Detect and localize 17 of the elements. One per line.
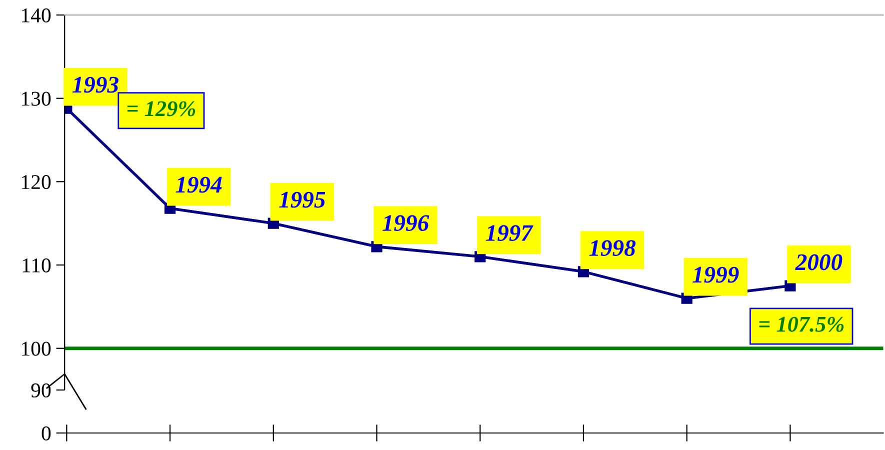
y-tick-label: 140 xyxy=(22,8,51,22)
x-tick-label: 1998 xyxy=(589,240,636,256)
x-tick-label: 1999 xyxy=(692,266,739,283)
y-tick-label: 110 xyxy=(22,258,51,272)
y-tick-label: 90 xyxy=(31,383,51,398)
x-tick-label: 1993 xyxy=(72,76,118,93)
annotation: = 129% xyxy=(127,101,196,116)
x-tick-label: 1995 xyxy=(279,192,326,208)
y-tick-label: 100 xyxy=(22,342,51,356)
x-tick-label: 1997 xyxy=(486,225,534,242)
y-tick-label: 0 xyxy=(42,426,51,440)
x-tick-label: 2000 xyxy=(795,254,842,270)
annotation: = 107.5% xyxy=(759,316,844,332)
x-tick-label: 1996 xyxy=(382,215,430,232)
x-tick-label: 1994 xyxy=(176,176,222,193)
y-tick-label: 130 xyxy=(22,92,51,106)
y-tick-label: 120 xyxy=(22,175,51,190)
